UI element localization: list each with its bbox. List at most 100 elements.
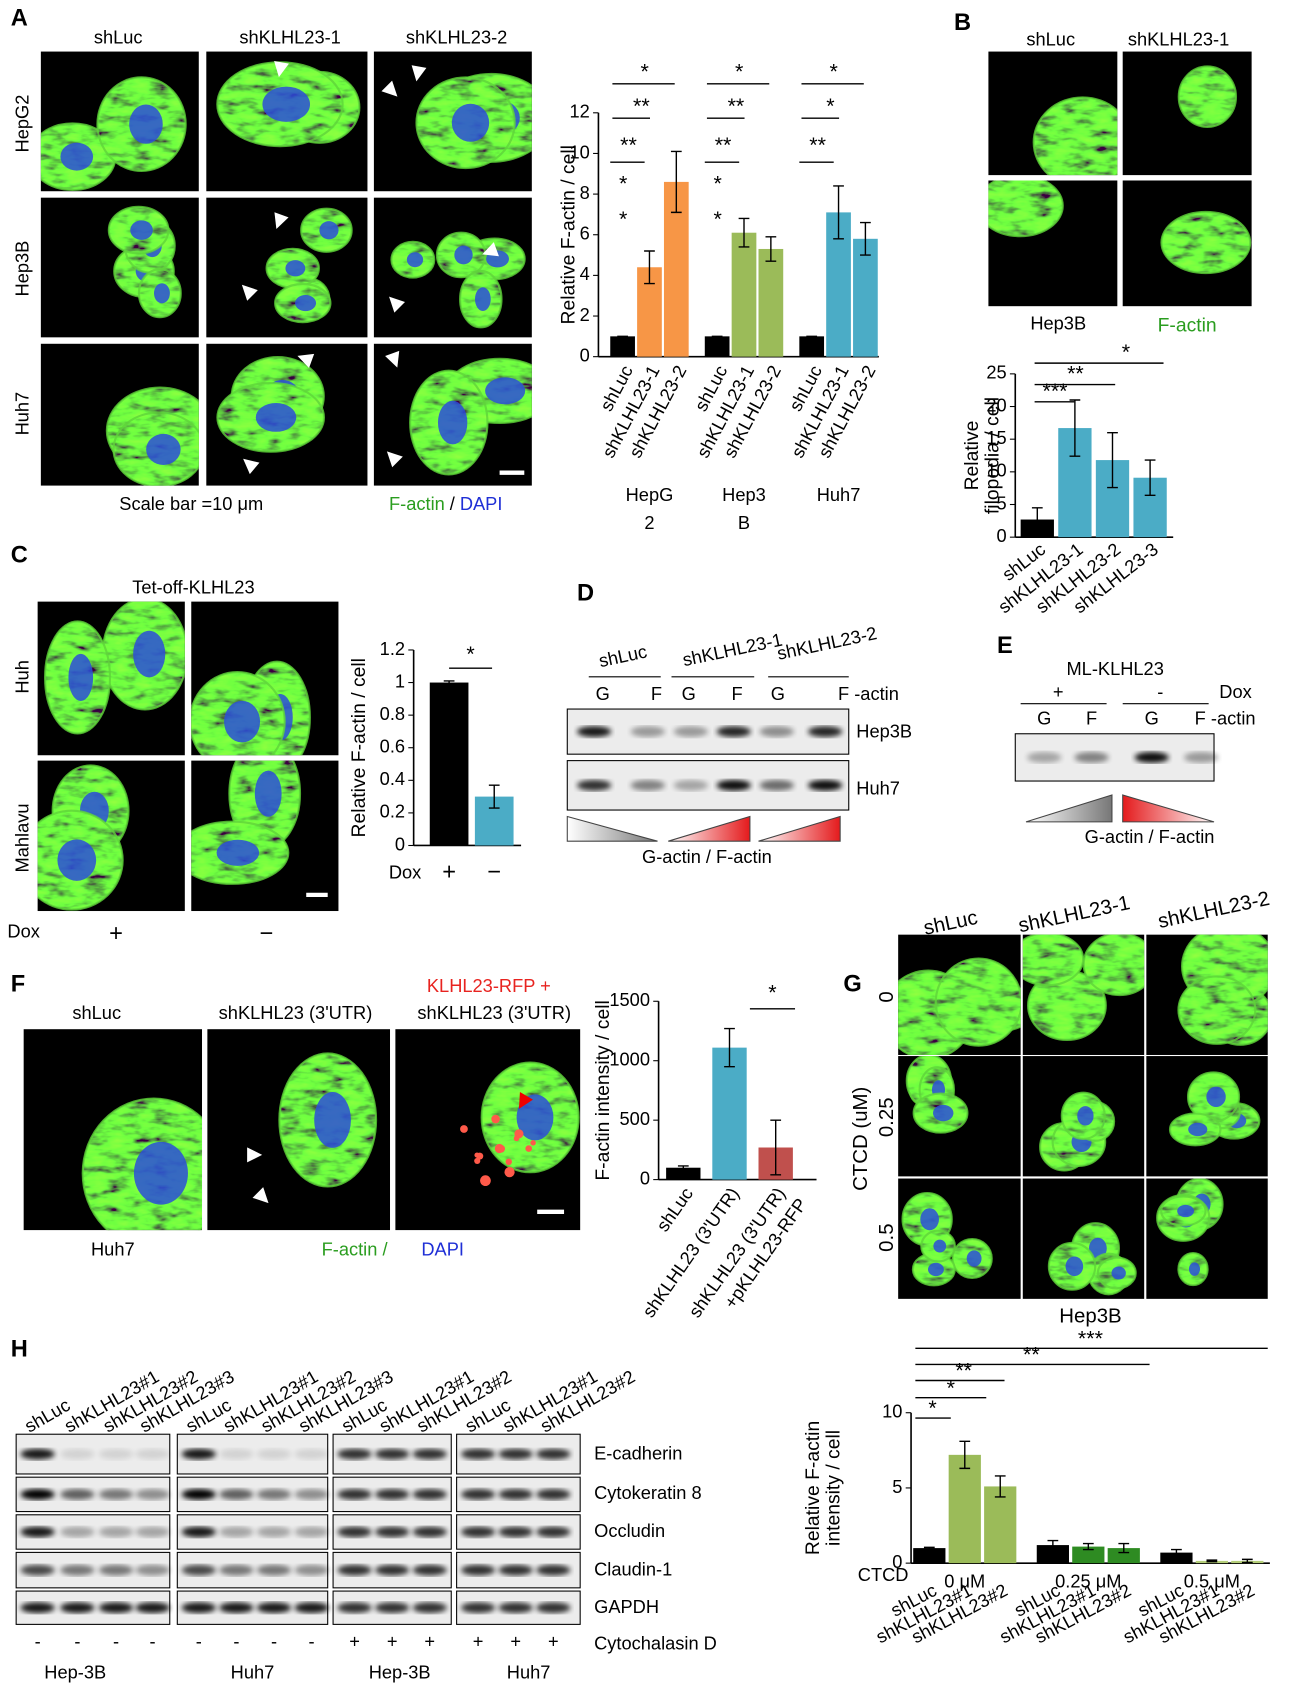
band	[498, 1526, 533, 1538]
label: Huh7	[11, 392, 32, 436]
x-tick-label: shLuc	[652, 1183, 697, 1235]
band	[256, 1526, 292, 1538]
significance: **	[955, 1359, 972, 1383]
nucleus	[130, 220, 153, 240]
cell-edge	[951, 1237, 993, 1280]
band	[337, 1526, 372, 1538]
band	[374, 1602, 410, 1614]
micrograph	[898, 934, 1021, 1055]
significance: **	[1023, 1342, 1040, 1366]
y-tick-label: 25	[986, 362, 1006, 383]
label: shKLHL23-1	[1016, 892, 1132, 937]
label: F-actin	[1158, 316, 1217, 337]
significance: *	[1122, 340, 1131, 364]
cells	[480, 1061, 580, 1174]
panel-letter: G	[843, 971, 861, 997]
wedge	[758, 815, 841, 842]
y-tick-label: 20	[986, 394, 1006, 415]
significance: *	[619, 171, 628, 195]
micrograph	[207, 1029, 391, 1231]
band	[460, 1526, 496, 1538]
rfp-dot	[525, 1145, 532, 1152]
micrograph	[23, 1029, 203, 1231]
label: +	[387, 1630, 398, 1651]
nucleus	[285, 260, 306, 277]
cell	[1083, 934, 1145, 996]
y-tick-label: 0.8	[380, 703, 405, 724]
micrograph	[1146, 1056, 1268, 1177]
significance: **	[620, 133, 637, 157]
band	[1074, 752, 1109, 763]
cells	[81, 1097, 203, 1231]
panel-letter: E	[997, 633, 1013, 659]
label: +	[424, 1630, 435, 1651]
nucleus	[319, 221, 339, 240]
cell-edge	[480, 1061, 580, 1174]
x-tick-label: +	[442, 860, 456, 886]
nucleus	[295, 295, 317, 312]
micrograph	[206, 197, 368, 338]
label: Scale bar =10 μm	[119, 493, 263, 514]
band	[716, 779, 751, 791]
cell-edge	[1156, 1193, 1211, 1242]
nucleus	[451, 103, 490, 142]
error-bar	[1206, 1559, 1218, 1563]
micrograph	[988, 180, 1118, 307]
band	[1027, 752, 1062, 763]
y-tick-label: 2	[580, 304, 590, 325]
micrograph	[898, 1056, 1021, 1177]
bar	[429, 682, 469, 846]
nucleus	[1177, 1204, 1195, 1218]
band	[181, 1602, 216, 1614]
rfp-dot	[514, 1129, 524, 1139]
arrowhead	[518, 1092, 533, 1109]
band	[294, 1564, 329, 1576]
label: ML-KLHL23	[1066, 658, 1163, 679]
band	[60, 1489, 95, 1500]
cell	[1028, 970, 1106, 1040]
micrograph	[1146, 934, 1268, 1055]
label: KLHL23-RFP +	[427, 975, 551, 996]
label: 0.5	[876, 1223, 898, 1251]
significance: **	[633, 94, 650, 118]
label: CTCD (uM)	[850, 1087, 872, 1191]
band	[498, 1448, 533, 1460]
label: shLuc	[597, 641, 649, 672]
panel-letter: A	[11, 6, 28, 32]
band	[20, 1564, 55, 1576]
nucleus	[146, 433, 181, 465]
cells	[191, 760, 302, 885]
label: -	[74, 1630, 80, 1651]
label: shLuc	[72, 1002, 121, 1023]
cells	[107, 205, 182, 319]
rfp-dot	[497, 1144, 506, 1153]
error-bar	[860, 221, 871, 256]
group-label: Hep3	[722, 484, 766, 505]
cell-edge	[1160, 210, 1252, 275]
band	[630, 726, 666, 737]
significance: **	[809, 133, 826, 157]
nucleus	[314, 1092, 351, 1148]
micrograph	[373, 51, 532, 192]
significance: ***	[1042, 379, 1068, 403]
group-axis-label: CTCD	[858, 1564, 909, 1585]
cell	[1161, 212, 1251, 274]
micrograph	[1022, 934, 1145, 1055]
wedge	[668, 815, 751, 842]
nucleus	[928, 1262, 944, 1277]
label: Tet-off-KLHL23	[132, 577, 254, 598]
label: G	[596, 683, 610, 704]
nucleus	[57, 839, 97, 881]
nucleus	[485, 377, 526, 405]
micrograph	[1122, 180, 1252, 307]
bar	[799, 336, 825, 357]
band	[412, 1602, 447, 1614]
band	[374, 1448, 410, 1460]
band	[412, 1489, 447, 1500]
label: G	[771, 683, 785, 704]
label: 0	[876, 991, 898, 1002]
significance: *	[714, 171, 723, 195]
wedge	[1025, 794, 1113, 823]
arrowhead	[482, 242, 499, 257]
label: -	[271, 1630, 277, 1651]
